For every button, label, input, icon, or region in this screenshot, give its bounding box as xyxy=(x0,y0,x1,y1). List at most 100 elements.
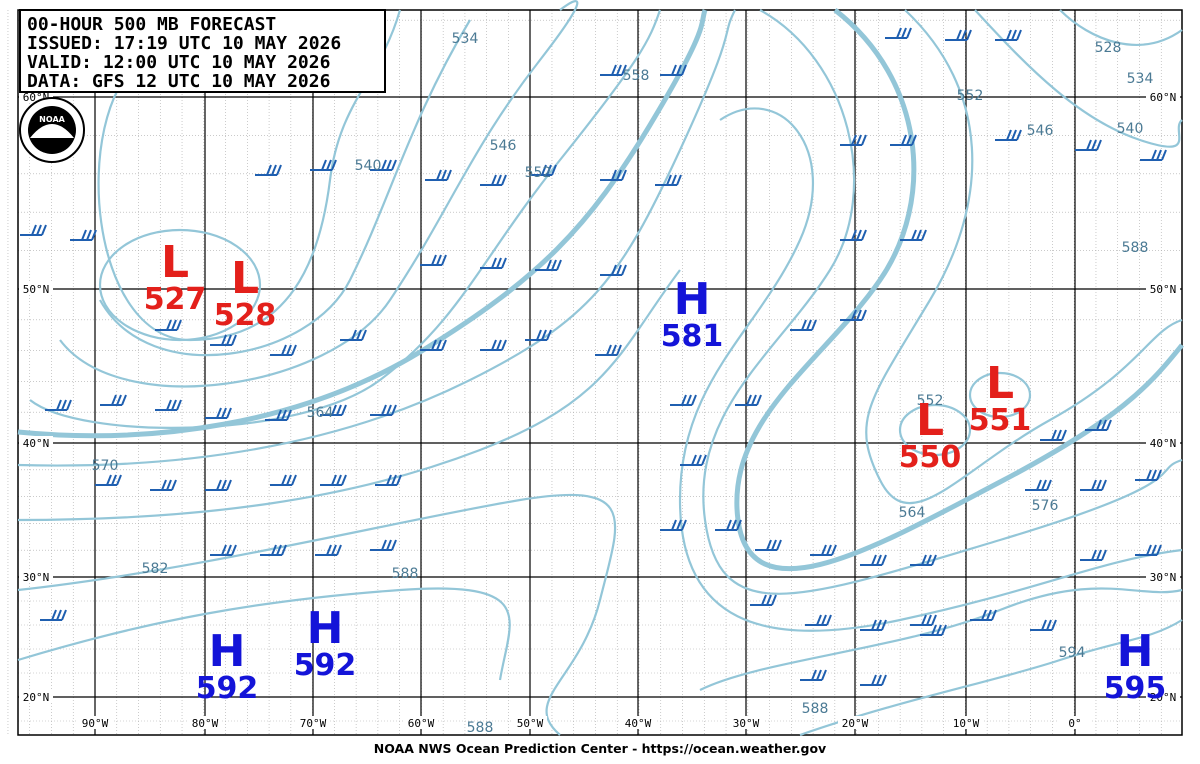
lat-label: 40°N xyxy=(1150,437,1177,450)
wind-barb xyxy=(790,319,817,331)
wind-barb xyxy=(310,159,337,171)
wind-barb xyxy=(420,339,447,351)
lon-label: 80°W xyxy=(192,717,219,730)
center-value: 550 xyxy=(899,440,962,475)
wind-barb xyxy=(840,309,867,321)
lon-label-bg xyxy=(949,716,983,729)
center-value: 527 xyxy=(144,282,207,317)
contour xyxy=(17,269,681,522)
wind-barb xyxy=(715,519,742,531)
contours xyxy=(17,0,1184,737)
wind-barb xyxy=(810,544,837,556)
footer: NOAA NWS Ocean Prediction Center - https… xyxy=(374,741,826,756)
wind-barb xyxy=(860,619,887,631)
wind-barb xyxy=(655,174,682,186)
lat-label-bg xyxy=(19,690,53,703)
contour-closed xyxy=(898,403,972,457)
wind-barb xyxy=(670,394,697,406)
lon-label: 10°W xyxy=(953,717,980,730)
wind-barb xyxy=(260,544,287,556)
wind-barb xyxy=(860,554,887,566)
map-frame xyxy=(17,9,1183,736)
wind-barb xyxy=(860,674,887,686)
wind-barb xyxy=(1135,544,1162,556)
wind-barb xyxy=(920,624,947,636)
wind-barb xyxy=(340,329,367,341)
wind-barb xyxy=(600,264,627,276)
lat-label: 30°N xyxy=(23,571,50,584)
wind-barb xyxy=(1135,469,1162,481)
wind-barb xyxy=(1040,429,1067,441)
wind-barb xyxy=(600,64,627,76)
lon-label: 20°W xyxy=(842,717,869,730)
header-line: VALID: 12:00 UTC 10 MAY 2026 xyxy=(27,52,330,73)
contour-label: 564 xyxy=(307,405,334,421)
wind-barb xyxy=(750,594,777,606)
logo-text: NOAA xyxy=(39,115,65,124)
wind-barb xyxy=(205,407,232,419)
center-value: 551 xyxy=(969,403,1032,438)
wind-barb xyxy=(755,539,782,551)
lon-label-bg xyxy=(188,716,222,729)
labels: 60°N 60°N50°N 50°N40°N 40°N30°N 30°N20°N 20°N… xyxy=(19,31,1180,736)
lon-label: 50°W xyxy=(517,717,544,730)
lat-label-bg xyxy=(1146,570,1180,583)
center-value: 592 xyxy=(196,671,259,706)
lon-label: 0° xyxy=(1068,717,1081,730)
wind-barb xyxy=(805,614,832,626)
wind-barb xyxy=(535,259,562,271)
wind-barb xyxy=(45,399,72,411)
lon-label: 60°W xyxy=(408,717,435,730)
wind-barb xyxy=(1080,479,1107,491)
contour xyxy=(974,9,1183,148)
contour-bold xyxy=(17,9,708,439)
lat-label: 50°N xyxy=(1150,283,1177,296)
contour-label: 546 xyxy=(490,138,517,154)
lon-label-bg xyxy=(404,716,438,729)
lat-label-bg xyxy=(1146,90,1180,103)
contour xyxy=(799,619,1183,737)
wind-barb xyxy=(995,129,1022,141)
lon-label-bg xyxy=(838,716,872,729)
wind-barb xyxy=(660,519,687,531)
contour-closed xyxy=(968,371,1032,419)
wind-barb xyxy=(660,64,687,76)
wind-barb xyxy=(885,27,912,39)
lon-label-bg xyxy=(513,716,547,729)
center-letter: L xyxy=(916,395,944,446)
lat-label: 20°N xyxy=(1150,691,1177,704)
lon-label: 30°W xyxy=(733,717,760,730)
header-line: ISSUED: 17:19 UTC 10 MAY 2026 xyxy=(27,33,341,54)
wind-barb xyxy=(1140,149,1167,161)
contour-label: 528 xyxy=(1095,40,1122,56)
wind-barb xyxy=(480,339,507,351)
center-letter: L xyxy=(231,253,259,304)
center-letter: H xyxy=(1117,626,1154,677)
contour xyxy=(59,0,579,388)
contour xyxy=(699,587,1183,691)
wind-barb xyxy=(420,254,447,266)
contour-label: 582 xyxy=(142,561,169,577)
center-letter: H xyxy=(674,274,711,325)
wind-barb xyxy=(945,29,972,41)
wind-barb xyxy=(530,164,557,176)
contour-label: 534 xyxy=(452,31,479,47)
wind-barb xyxy=(800,669,827,681)
contour-label: 558 xyxy=(623,68,650,84)
lon-label: 40°W xyxy=(625,717,652,730)
wind-barb xyxy=(910,614,937,626)
wind-barb xyxy=(210,544,237,556)
contour-label: 588 xyxy=(802,701,829,717)
lat-label-bg xyxy=(1146,282,1180,295)
wind-barb xyxy=(70,229,97,241)
center-value: 595 xyxy=(1104,671,1167,706)
contour xyxy=(865,9,1183,505)
wind-barb xyxy=(155,319,182,331)
center-value: 581 xyxy=(661,319,724,354)
wind-barb xyxy=(375,474,402,486)
header-line: DATA: GFS 12 UTC 10 MAY 2026 xyxy=(27,71,330,92)
wind-barb xyxy=(735,394,762,406)
logo-bird xyxy=(30,124,74,138)
